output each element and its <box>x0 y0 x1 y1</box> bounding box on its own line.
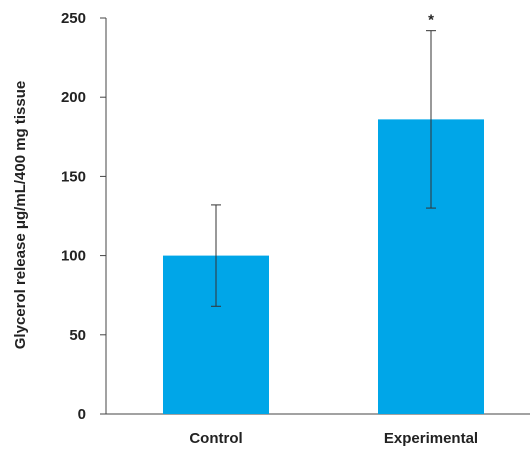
y-tick-label: 100 <box>61 248 86 265</box>
bars <box>163 119 484 414</box>
y-tick-label: 50 <box>69 327 86 344</box>
significance-marker: * <box>428 12 434 29</box>
x-tick-label: Experimental <box>384 430 478 447</box>
y-tick-label: 0 <box>78 406 86 423</box>
labels: 0 50 100 150 200 250 Control Experimental * <box>61 10 478 447</box>
y-tick-label: 150 <box>61 168 86 185</box>
error-bars <box>211 30 436 307</box>
y-tick-label: 250 <box>61 10 86 27</box>
y-axis-title: Glycerol release μg/mL/400 mg tissue <box>12 81 29 349</box>
y-tick-label: 200 <box>61 89 86 106</box>
x-tick-label: Control <box>189 430 242 447</box>
